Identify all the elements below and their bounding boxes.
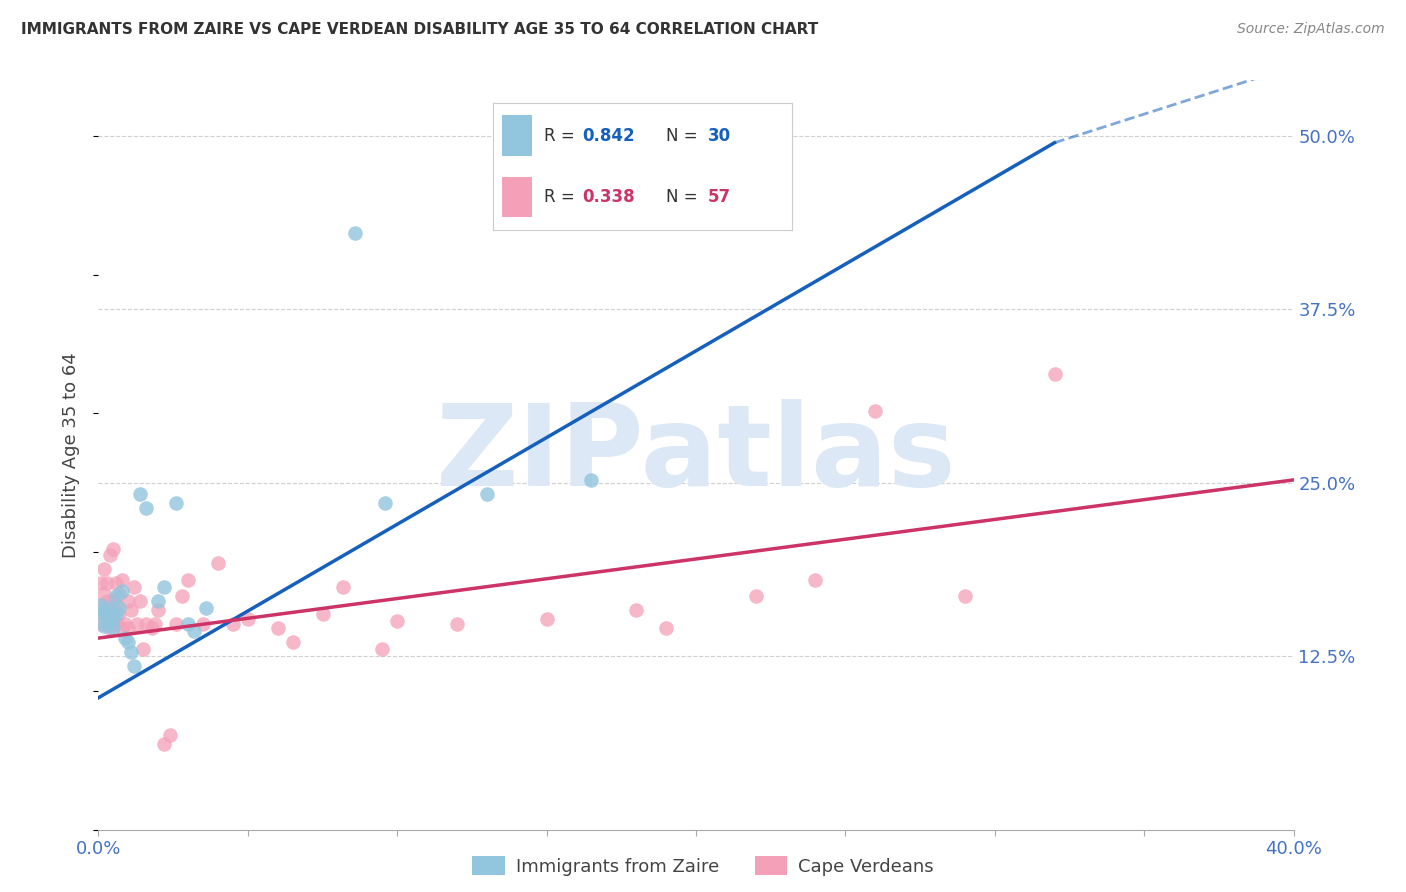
Point (172, 590, 194, 604)
Point (159, 728, 181, 742)
Point (581, 473, 603, 487)
Point (135, 500, 157, 515)
Point (105, 607, 128, 622)
Point (111, 573, 134, 587)
Text: ZIPatlas: ZIPatlas (436, 400, 956, 510)
Point (90, 617, 112, 632)
Point (153, 737, 176, 751)
Point (165, 496, 187, 510)
Point (132, 642, 155, 657)
Point (148, 603, 170, 617)
Point (177, 573, 200, 587)
Point (281, 635, 304, 649)
Point (96, 607, 118, 622)
Point (105, 575, 128, 590)
Text: IMMIGRANTS FROM ZAIRE VS CAPE VERDEAN DISABILITY AGE 35 TO 64 CORRELATION CHART: IMMIGRANTS FROM ZAIRE VS CAPE VERDEAN DI… (21, 22, 818, 37)
Point (1043, 368, 1066, 382)
Point (93, 618, 115, 632)
Point (103, 612, 125, 626)
Point (536, 612, 558, 626)
Point (111, 583, 134, 598)
Point (103, 542, 125, 557)
Point (105, 598, 128, 612)
Point (626, 603, 648, 617)
Point (124, 580, 146, 594)
Point (98, 621, 122, 635)
Point (183, 624, 205, 639)
Point (865, 403, 887, 417)
Point (108, 607, 131, 622)
Point (127, 617, 149, 632)
Point (120, 603, 142, 617)
Point (98, 615, 122, 629)
Point (207, 556, 229, 570)
Point (344, 226, 367, 240)
Point (191, 617, 214, 632)
Point (98, 603, 122, 617)
Point (745, 590, 768, 604)
Point (385, 615, 409, 629)
Point (114, 631, 136, 645)
Point (236, 612, 259, 626)
Point (108, 600, 131, 615)
Point (371, 642, 394, 657)
Point (374, 496, 396, 510)
Point (98, 600, 122, 615)
Point (90, 598, 112, 612)
Point (953, 590, 976, 604)
Point (446, 617, 468, 632)
Point (96, 607, 118, 622)
Point (804, 573, 827, 587)
Point (143, 617, 166, 632)
Point (96, 575, 118, 590)
Text: Source: ZipAtlas.com: Source: ZipAtlas.com (1237, 22, 1385, 37)
Point (311, 607, 333, 622)
Point (90, 598, 112, 612)
Point (655, 621, 678, 635)
Point (93, 562, 115, 576)
Point (114, 617, 136, 632)
Point (105, 617, 128, 632)
Point (96, 617, 118, 632)
Point (120, 645, 142, 659)
Point (111, 621, 134, 635)
Point (141, 621, 163, 635)
Point (93, 587, 115, 601)
Point (177, 617, 200, 632)
Point (153, 580, 176, 594)
Point (135, 617, 157, 632)
Point (267, 621, 290, 635)
Point (98, 548, 122, 562)
Point (96, 593, 118, 607)
Point (93, 607, 115, 622)
Point (195, 600, 218, 615)
Point (103, 621, 125, 635)
Point (148, 593, 170, 607)
Point (165, 617, 187, 632)
Point (117, 635, 139, 649)
Point (90, 575, 112, 590)
Point (117, 593, 139, 607)
Point (103, 593, 125, 607)
Point (108, 587, 131, 601)
Point (93, 603, 115, 617)
Point (117, 621, 139, 635)
Point (129, 593, 152, 607)
Point (105, 590, 128, 604)
Point (124, 658, 146, 673)
Point (129, 487, 152, 501)
Point (222, 617, 245, 632)
Point (90, 607, 112, 622)
Point (332, 580, 354, 594)
Point (475, 487, 498, 501)
Legend: Immigrants from Zaire, Cape Verdeans: Immigrants from Zaire, Cape Verdeans (465, 849, 941, 883)
Y-axis label: Disability Age 35 to 64: Disability Age 35 to 64 (62, 352, 80, 558)
